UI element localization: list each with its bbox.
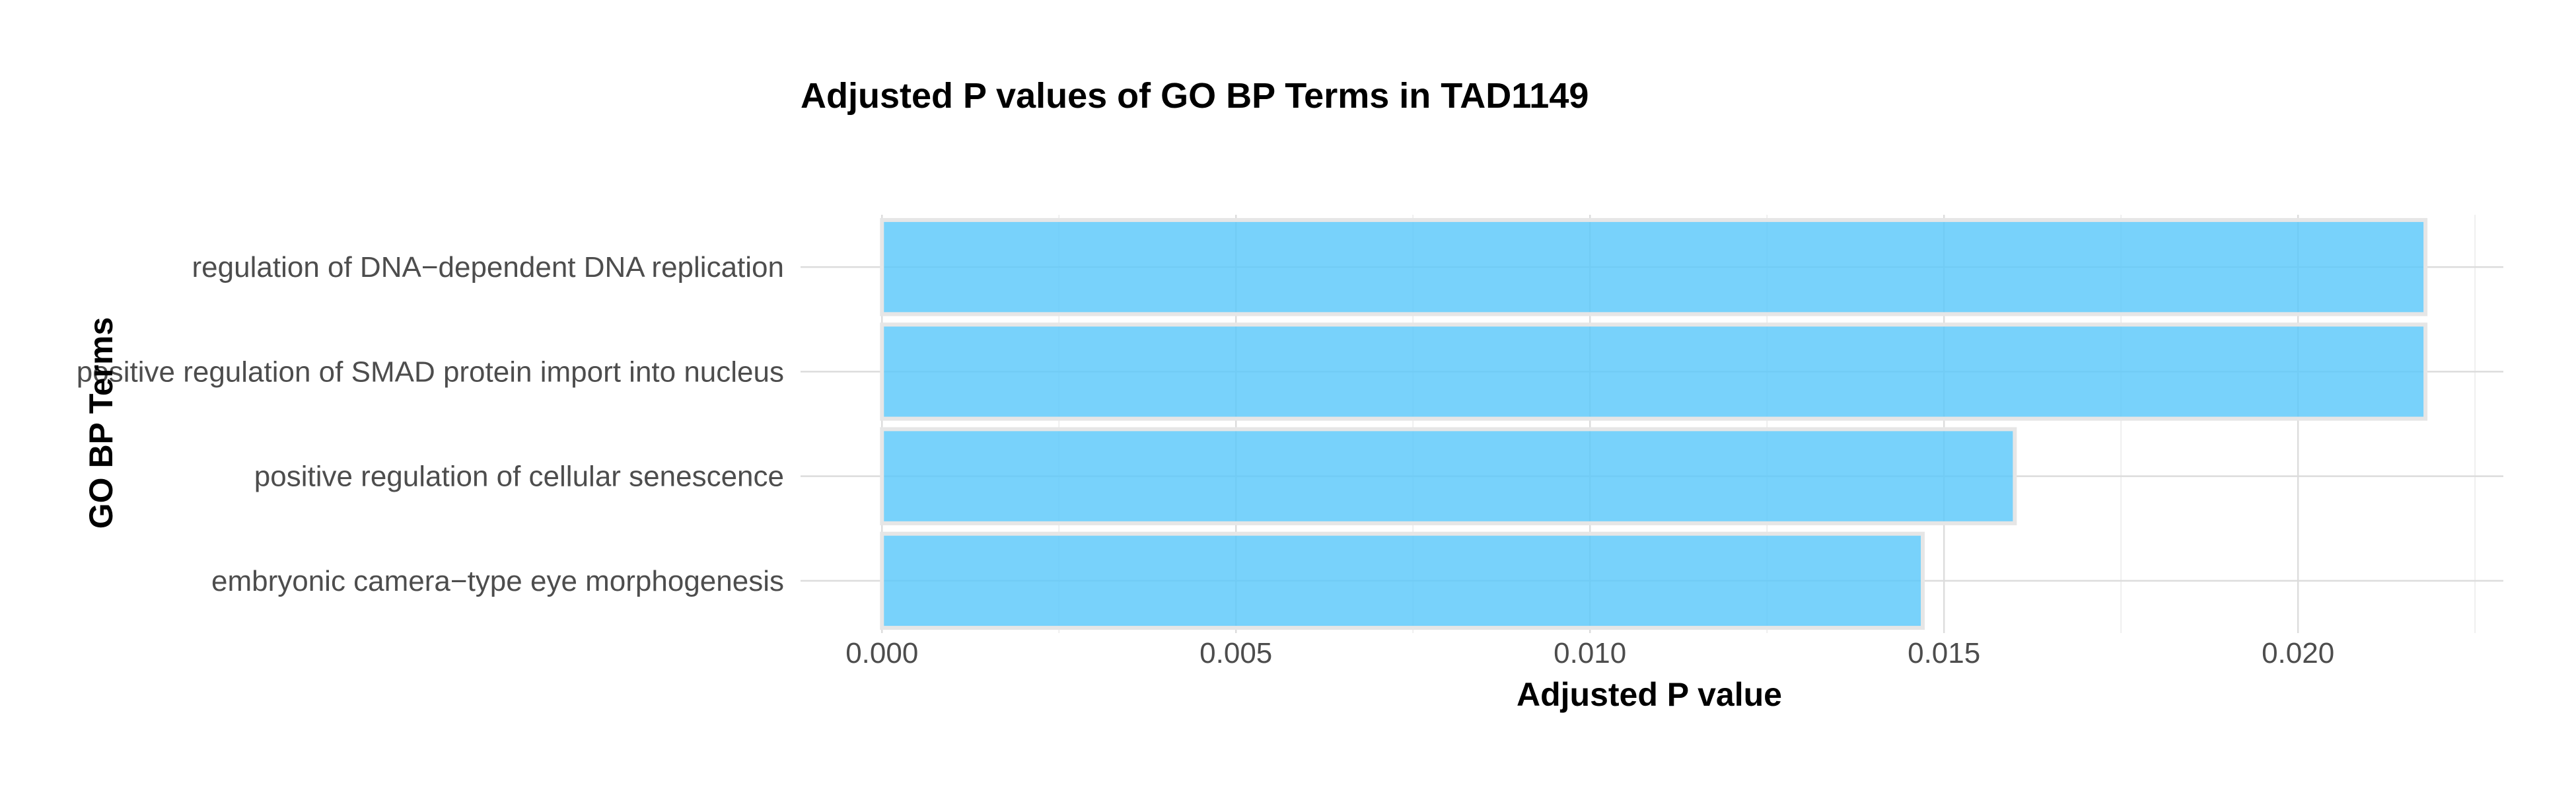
bar: [882, 220, 2425, 314]
x-tick-label: 0.000: [845, 637, 918, 669]
x-tick-label: 0.020: [2262, 637, 2334, 669]
bar: [882, 534, 1923, 628]
x-tick-label: 0.010: [1554, 637, 1626, 669]
x-axis-title: Adjusted P value: [1517, 676, 1782, 713]
y-axis-title: GO BP Terms: [83, 317, 120, 529]
chart-title: Adjusted P values of GO BP Terms in TAD1…: [801, 76, 1589, 116]
x-tick-label: 0.015: [1908, 637, 1980, 669]
y-tick-label: positive regulation of cellular senescen…: [254, 461, 784, 493]
y-tick-label: regulation of DNA−dependent DNA replicat…: [192, 251, 784, 283]
x-tick-label: 0.005: [1199, 637, 1272, 669]
y-tick-label: embryonic camera−type eye morphogenesis: [211, 565, 784, 597]
bar: [882, 324, 2425, 418]
y-tick-label: positive regulation of SMAD protein impo…: [77, 356, 784, 388]
bar: [882, 429, 2015, 523]
bar-layer: [882, 220, 2425, 628]
